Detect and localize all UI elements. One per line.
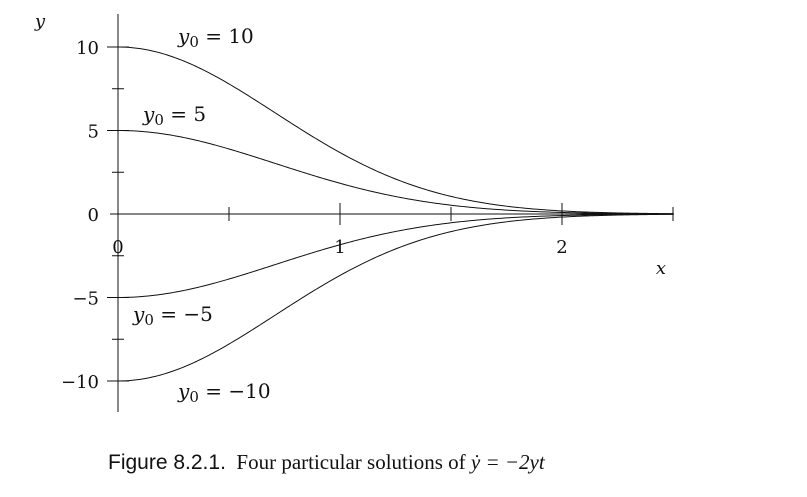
y-tick-label: −10 <box>61 372 99 393</box>
axes: 0 1 2 −10 −5 0 5 10 x y <box>34 11 674 412</box>
curve-labels: y0 = 10 y0 = 5 y0 = −5 y0 = −10 <box>132 24 271 406</box>
curve-label: y0 = −5 <box>132 302 213 329</box>
x-tick-label: 1 <box>334 237 345 258</box>
figure-caption: Figure 8.2.1. Four particular solutions … <box>108 450 668 475</box>
solution-curve-y0-10 <box>117 46 674 215</box>
y-tick-label: 10 <box>76 38 99 59</box>
curve-label: y0 = 10 <box>177 24 254 51</box>
solution-curve-y0-5 <box>117 130 674 215</box>
y-axis-label: y <box>34 11 46 32</box>
solution-curve-y0-neg5 <box>117 213 674 298</box>
curve-label: y0 = −10 <box>177 379 271 406</box>
y-tick-label: 5 <box>88 122 99 143</box>
caption-figure-number: Figure 8.2.1. <box>108 451 226 474</box>
solution-curves <box>117 46 674 382</box>
y-tick-label: −5 <box>72 289 99 310</box>
x-tick-label: 2 <box>556 237 567 258</box>
caption-equation: ẏ = −2yt <box>470 450 545 474</box>
x-axis-label: x <box>656 258 666 279</box>
x-tick-label: 0 <box>112 237 123 258</box>
y-tick-label: 0 <box>88 205 99 226</box>
curve-label: y0 = 5 <box>142 102 206 129</box>
solution-curve-y0-neg10 <box>117 213 674 382</box>
caption-text: Four particular solutions of <box>236 450 466 474</box>
